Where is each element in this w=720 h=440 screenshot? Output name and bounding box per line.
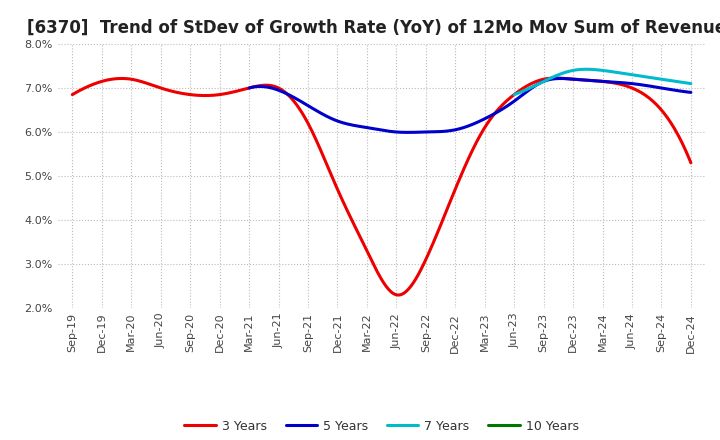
7 Years — [655, 76, 664, 81]
7 Years — [594, 67, 603, 73]
3 Years — [366, 254, 374, 260]
7 Years — [582, 66, 590, 72]
5 Years — [456, 126, 464, 132]
Legend: 3 Years, 5 Years, 7 Years, 10 Years: 3 Years, 5 Years, 7 Years, 10 Years — [179, 414, 584, 437]
5 Years — [608, 79, 617, 84]
3 Years — [68, 92, 76, 97]
7 Years — [683, 81, 691, 86]
Line: 5 Years: 5 Years — [249, 78, 691, 132]
7 Years — [510, 92, 518, 97]
3 Years — [394, 293, 402, 298]
3 Years — [361, 246, 370, 252]
3 Years — [674, 133, 683, 139]
5 Years — [508, 99, 517, 105]
3 Years — [687, 160, 696, 165]
5 Years — [245, 85, 253, 91]
7 Years — [606, 69, 614, 74]
7 Years — [616, 70, 624, 76]
Line: 7 Years: 7 Years — [514, 69, 691, 95]
Title: [6370]  Trend of StDev of Growth Rate (YoY) of 12Mo Mov Sum of Revenues: [6370] Trend of StDev of Growth Rate (Yo… — [27, 19, 720, 37]
3 Years — [552, 75, 560, 81]
5 Years — [485, 114, 493, 119]
7 Years — [595, 67, 604, 73]
3 Years — [437, 220, 446, 225]
5 Years — [403, 130, 412, 135]
5 Years — [458, 125, 467, 131]
5 Years — [678, 88, 686, 94]
5 Years — [557, 76, 565, 81]
3 Years — [577, 77, 586, 82]
5 Years — [687, 90, 696, 95]
Line: 3 Years: 3 Years — [72, 78, 691, 295]
7 Years — [687, 81, 696, 86]
3 Years — [404, 287, 413, 292]
